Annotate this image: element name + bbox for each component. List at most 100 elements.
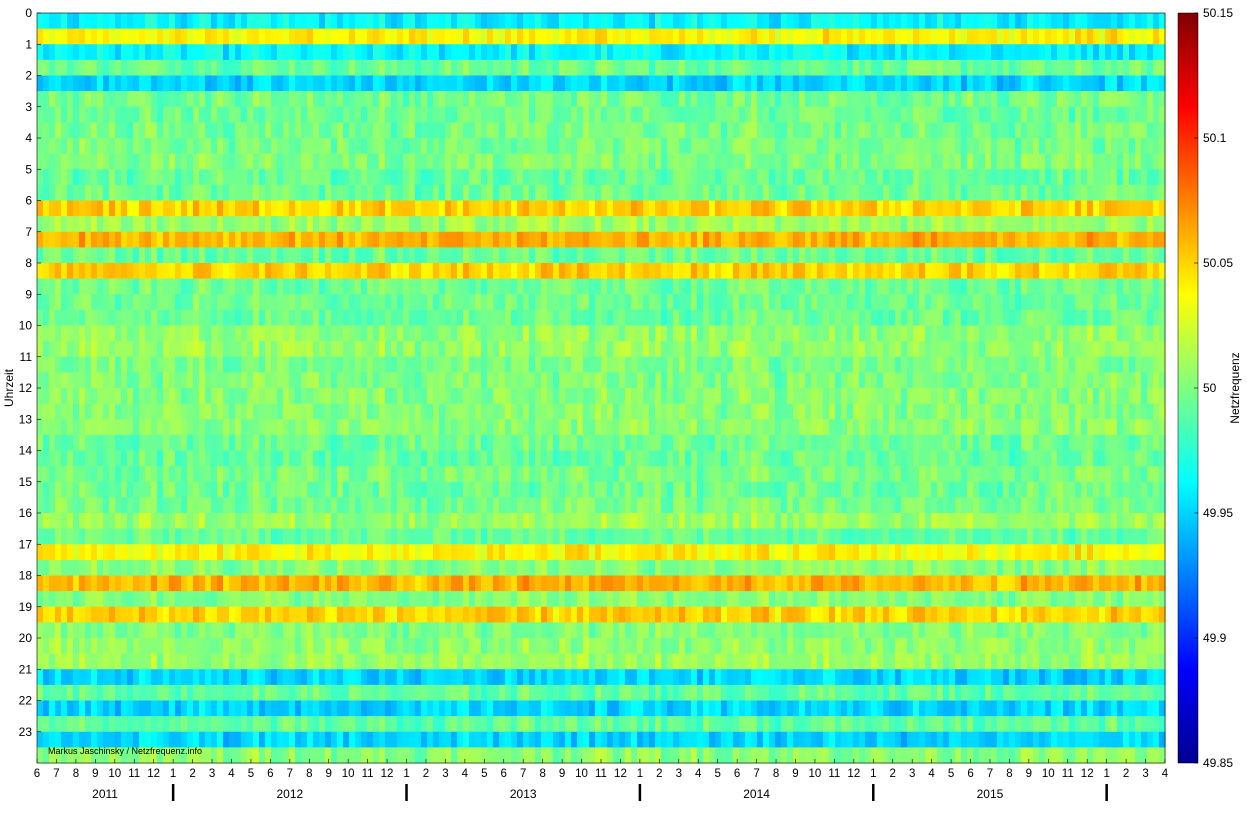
heatmap-cell [1063,309,1070,327]
heatmap-cell [331,341,338,358]
heatmap-cell [1093,153,1100,170]
heatmap-cell [163,294,170,311]
heatmap-cell [37,231,44,248]
heatmap-cell [145,28,152,45]
heatmap-cell [85,403,92,420]
heatmap-cell [835,13,842,30]
heatmap-cell [121,216,128,233]
heatmap-cell [205,356,212,373]
heatmap-cell [745,200,752,217]
heatmap-cell [889,294,896,311]
heatmap-cell [247,231,254,248]
heatmap-cell [1057,325,1064,342]
heatmap-cell [913,169,920,186]
heatmap-cell [409,419,416,436]
heatmap-cell [589,325,596,342]
heatmap-cell [1069,28,1076,45]
heatmap-cell [1081,184,1088,202]
heatmap-cell [715,309,722,327]
heatmap-cell [787,122,794,139]
heatmap-cell [439,13,446,30]
heatmap-cell [823,44,830,61]
heatmap-cell [319,28,326,45]
heatmap-cell [643,122,650,139]
heatmap-cell [589,28,596,45]
heatmap-cell [631,325,638,342]
heatmap-cell [295,216,302,233]
heatmap-cell [271,278,278,295]
heatmap-cell [1009,153,1016,170]
heatmap-cell [205,403,212,420]
heatmap-cell [1075,59,1082,77]
heatmap-cell [439,231,446,248]
heatmap-cell [499,325,506,342]
heatmap-cell [661,263,668,280]
heatmap-cell [331,419,338,436]
heatmap-cell [553,75,560,92]
heatmap-cell [235,372,242,389]
heatmap-cell [103,216,110,233]
heatmap-cell [1147,341,1154,358]
heatmap-cell [1075,403,1082,420]
heatmap-cell [97,403,104,420]
heatmap-cell [427,325,434,342]
heatmap-cell [847,59,854,77]
heatmap-cell [223,231,230,248]
heatmap-cell [253,184,260,202]
heatmap-cell [529,278,536,295]
heatmap-cell [847,372,854,389]
heatmap-cell [1129,13,1136,30]
heatmap-cell [403,309,410,327]
heatmap-cell [337,91,344,108]
heatmap-cell [139,278,146,295]
heatmap-cell [379,278,386,295]
heatmap-cell [1015,106,1022,123]
heatmap-cell [565,138,572,155]
heatmap-cell [925,403,932,420]
heatmap-cell [1135,356,1142,373]
heatmap-cell [109,169,116,186]
heatmap-cell [955,247,962,264]
heatmap-cell [763,169,770,186]
heatmap-cell [937,91,944,108]
heatmap-cell [439,75,446,92]
heatmap-cell [157,372,164,389]
heatmap-cell [1057,106,1064,123]
heatmap-cell [1111,75,1118,92]
heatmap-cell [403,419,410,436]
heatmap-cell [361,13,368,30]
heatmap-cell [193,13,200,30]
heatmap-cell [1003,138,1010,155]
heatmap-cell [559,13,566,30]
heatmap-cell [325,372,332,389]
heatmap-cell [1081,59,1088,77]
heatmap-cell [703,231,710,248]
heatmap-cell [709,75,716,92]
heatmap-cell [661,294,668,311]
heatmap-cell [487,263,494,280]
heatmap-cell [709,403,716,420]
heatmap-cell [157,247,164,264]
heatmap-cell [589,263,596,280]
heatmap-cell [247,388,254,405]
heatmap-cell [781,388,788,405]
heatmap-cell [169,44,176,61]
heatmap-cell [925,122,932,139]
heatmap-cell [361,106,368,123]
heatmap-cell [319,138,326,155]
heatmap-cell [781,106,788,123]
heatmap-cell [709,309,716,327]
heatmap-cell [1021,356,1028,373]
heatmap-cell [769,184,776,202]
heatmap-cell [157,138,164,155]
heatmap-cell [937,216,944,233]
heatmap-cell [1075,153,1082,170]
heatmap-cell [793,403,800,420]
heatmap-cell [337,388,344,405]
heatmap-cell [133,216,140,233]
heatmap-cell [307,325,314,342]
heatmap-cell [1123,44,1130,61]
heatmap-cell [919,169,926,186]
heatmap-cell [313,122,320,139]
heatmap-cell [505,59,512,77]
